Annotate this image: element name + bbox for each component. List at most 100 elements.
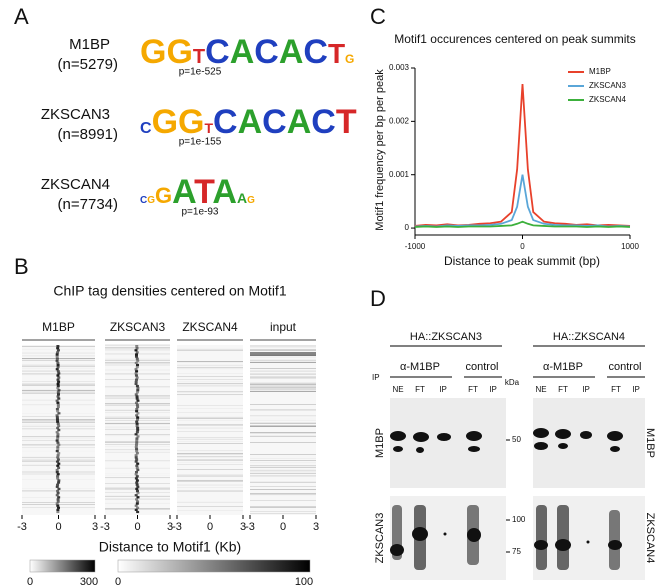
heatmap-peak xyxy=(135,347,139,350)
heatmap-peak xyxy=(135,447,139,451)
heatmap-peak xyxy=(55,460,59,463)
heatmap-peak xyxy=(135,357,139,360)
heatmap-peak xyxy=(136,405,140,409)
heatmap-peak xyxy=(134,361,138,364)
heatmap-peak xyxy=(134,401,138,404)
heatmap-peak xyxy=(135,498,139,501)
lane-label: FT xyxy=(558,385,568,394)
heatmap-peak xyxy=(135,481,139,484)
heatmap-peak xyxy=(134,349,138,352)
heatmap-peak xyxy=(135,437,139,440)
x-axis-label: Distance to Motif1 (Kb) xyxy=(99,539,241,555)
heatmap-peak xyxy=(56,378,60,381)
column-label: input xyxy=(270,320,297,334)
heatmap-peak xyxy=(136,468,140,472)
heatmap-peak xyxy=(135,370,139,373)
heatmap-peak xyxy=(57,506,61,509)
heatmap-peak xyxy=(56,510,60,514)
marker-label: 50 xyxy=(512,435,521,444)
colorbar-min: 0 xyxy=(115,576,121,588)
heatmap-peak xyxy=(136,412,140,415)
column-label: M1BP xyxy=(42,320,75,334)
heatmap-peak xyxy=(134,477,138,480)
heatmap-peak xyxy=(134,445,138,448)
heatmap-peak xyxy=(55,416,59,419)
heatmap-peak xyxy=(55,450,59,453)
heatmap-peak xyxy=(135,414,139,417)
heatmap-peak xyxy=(56,504,60,507)
heatmap-peak xyxy=(56,437,60,440)
heatmap-peak xyxy=(135,351,139,354)
heatmap-peak xyxy=(56,366,60,369)
series-line xyxy=(414,83,631,227)
heatmap-peak xyxy=(56,473,60,476)
x-tick-label: 3 xyxy=(167,521,173,533)
heatmap-peak xyxy=(55,471,59,474)
ip-antibody: α-M1BP xyxy=(543,361,583,373)
heatmap-peak xyxy=(136,506,140,509)
heatmap-peak xyxy=(136,359,140,362)
sequence-logo: CGGTCACACT xyxy=(140,103,357,141)
heatmap-peak xyxy=(56,489,60,493)
heatmap xyxy=(250,345,316,515)
colorbar-min: 0 xyxy=(27,576,33,588)
heatmap-peak xyxy=(135,466,139,469)
motif-count: (n=5279) xyxy=(58,56,118,73)
heatmap-peak xyxy=(56,433,60,436)
lane-label: IP xyxy=(582,385,590,394)
heatmap-peak xyxy=(135,366,139,369)
heatmap-peak xyxy=(57,397,61,400)
y-tick-label: 0.003 xyxy=(389,63,410,72)
heatmap-peak xyxy=(134,372,138,375)
heatmap-peak xyxy=(134,355,138,358)
control-label: control xyxy=(608,361,641,373)
heatmap-peak xyxy=(56,498,60,501)
heatmap-peak xyxy=(57,380,61,383)
heatmap-peak xyxy=(57,429,61,432)
heatmap-peak xyxy=(56,458,60,461)
heatmap-peak xyxy=(56,464,60,467)
heatmap-peak xyxy=(55,468,59,472)
heatmap-peak xyxy=(136,510,140,514)
heatmap-peak xyxy=(56,477,60,480)
marker-label: 100 xyxy=(512,515,526,524)
heatmap-peak xyxy=(56,410,60,413)
y-axis-label: Motif1 frequency per bp per peak xyxy=(374,69,386,231)
heatmap-peak xyxy=(57,443,61,446)
lane-label: IP xyxy=(489,385,497,394)
heatmap-peak xyxy=(57,412,61,415)
heatmap-peak xyxy=(56,401,60,404)
heatmap-peak xyxy=(135,408,139,411)
colorbar-max: 300 xyxy=(80,576,98,588)
heatmap-peak xyxy=(56,492,60,495)
y-tick-label: 0 xyxy=(405,223,410,232)
heatmap-peak xyxy=(135,391,139,394)
series-line xyxy=(414,174,631,228)
heatmap-peak xyxy=(135,479,139,482)
panel-label: B xyxy=(14,254,29,279)
heatmap-peak xyxy=(57,496,61,499)
column-label: ZKSCAN4 xyxy=(182,320,238,334)
lane-label: FT xyxy=(611,385,621,394)
heatmap-peak xyxy=(136,426,140,430)
heatmap-peak xyxy=(55,353,59,356)
heatmap-peak xyxy=(134,471,138,474)
heatmap-peak xyxy=(135,345,139,348)
heatmap-peak xyxy=(135,441,139,444)
heatmap-peak xyxy=(55,355,59,358)
heatmap-peak xyxy=(135,431,139,434)
heatmap-peak xyxy=(57,462,61,465)
heatmap-peak xyxy=(57,452,61,455)
heatmap-peak xyxy=(57,466,61,469)
heatmap-peak xyxy=(56,382,60,385)
heatmap-peak xyxy=(56,475,60,478)
colorbar-max: 100 xyxy=(295,576,313,588)
heatmap-peak xyxy=(135,422,139,425)
heatmap-peak xyxy=(135,424,139,427)
legend-label: ZKSCAN3 xyxy=(589,81,626,90)
heatmap-peak xyxy=(55,414,59,417)
heatmap-peak xyxy=(135,376,139,379)
legend-label: M1BP xyxy=(589,67,611,76)
heatmap-peak xyxy=(134,456,138,459)
